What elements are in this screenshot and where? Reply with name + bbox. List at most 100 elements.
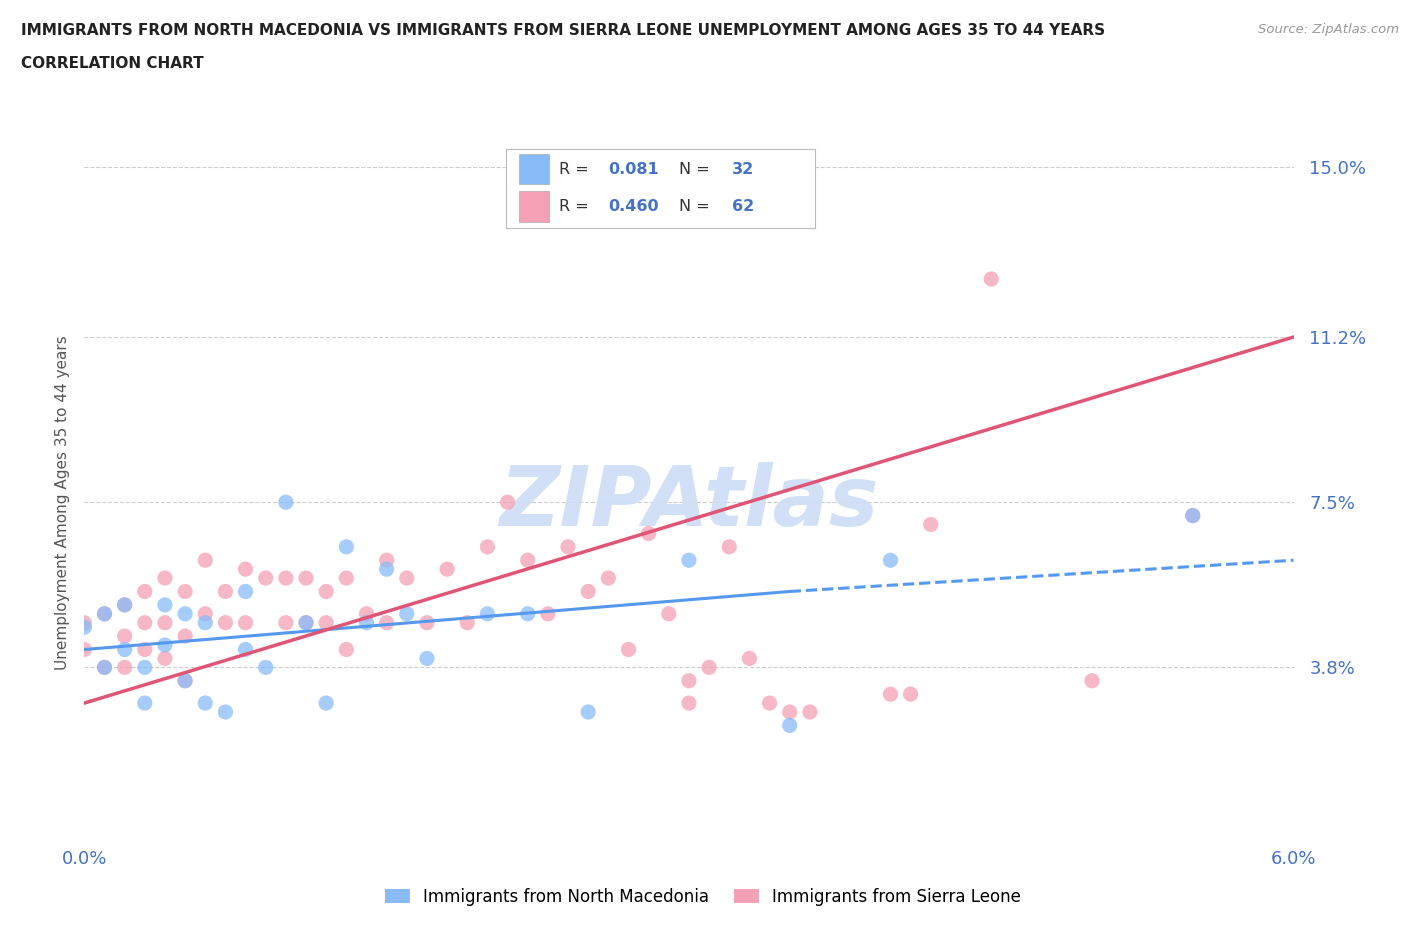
Point xyxy=(194,552,217,567)
Point xyxy=(879,552,901,567)
Point xyxy=(295,616,318,631)
Point xyxy=(576,705,599,720)
Point xyxy=(174,673,197,688)
Point xyxy=(315,616,337,631)
Text: R =: R = xyxy=(558,162,589,177)
Point xyxy=(114,642,136,657)
Point xyxy=(114,597,136,612)
Point xyxy=(254,660,277,675)
Point xyxy=(1181,508,1204,523)
Point xyxy=(93,606,115,621)
Point xyxy=(416,616,439,631)
Point xyxy=(477,606,499,621)
Point xyxy=(174,673,197,688)
Point xyxy=(194,606,217,621)
Point xyxy=(315,696,337,711)
Point xyxy=(335,539,357,554)
Text: 0.460: 0.460 xyxy=(609,199,659,214)
Point xyxy=(456,616,478,631)
Point xyxy=(315,584,337,599)
Point xyxy=(697,660,720,675)
Point xyxy=(214,705,236,720)
Point xyxy=(395,571,418,586)
Point xyxy=(194,696,217,711)
Point xyxy=(395,606,418,621)
Point xyxy=(153,638,176,653)
Point xyxy=(980,272,1002,286)
Point xyxy=(274,616,297,631)
Point xyxy=(617,642,640,657)
Point xyxy=(134,616,156,631)
Point xyxy=(174,629,197,644)
FancyBboxPatch shape xyxy=(519,192,550,221)
Point xyxy=(335,571,357,586)
Point xyxy=(598,571,620,586)
Point xyxy=(235,584,257,599)
Point xyxy=(375,552,398,567)
Text: CORRELATION CHART: CORRELATION CHART xyxy=(21,56,204,71)
Point xyxy=(235,616,257,631)
Point xyxy=(134,696,156,711)
Point xyxy=(678,696,700,711)
Point xyxy=(335,642,357,657)
Point xyxy=(375,562,398,577)
Text: 62: 62 xyxy=(733,199,754,214)
Point xyxy=(436,562,458,577)
Text: Source: ZipAtlas.com: Source: ZipAtlas.com xyxy=(1258,23,1399,36)
Point xyxy=(134,642,156,657)
Point xyxy=(799,705,821,720)
Y-axis label: Unemployment Among Ages 35 to 44 years: Unemployment Among Ages 35 to 44 years xyxy=(55,335,70,670)
Point xyxy=(114,597,136,612)
Point xyxy=(194,616,217,631)
Point xyxy=(214,616,236,631)
Point xyxy=(235,562,257,577)
Point xyxy=(114,660,136,675)
Point xyxy=(1181,508,1204,523)
Point xyxy=(274,495,297,510)
Point xyxy=(879,686,901,701)
Text: R =: R = xyxy=(558,199,589,214)
Point xyxy=(637,526,659,541)
Point xyxy=(153,616,176,631)
Point xyxy=(73,642,96,657)
Point xyxy=(416,651,439,666)
Point xyxy=(134,660,156,675)
Point xyxy=(1081,673,1104,688)
Text: N =: N = xyxy=(679,162,710,177)
Point xyxy=(356,616,378,631)
Text: ZIPAtlas: ZIPAtlas xyxy=(499,461,879,543)
Text: 32: 32 xyxy=(733,162,754,177)
Point xyxy=(738,651,761,666)
Point xyxy=(758,696,780,711)
Point xyxy=(496,495,519,510)
Point xyxy=(153,571,176,586)
Point xyxy=(295,571,318,586)
FancyBboxPatch shape xyxy=(519,154,550,184)
Point xyxy=(73,616,96,631)
Point xyxy=(93,606,115,621)
Text: 0.081: 0.081 xyxy=(609,162,659,177)
Point xyxy=(375,616,398,631)
Point xyxy=(658,606,681,621)
Point xyxy=(214,584,236,599)
Point xyxy=(254,571,277,586)
Point xyxy=(678,552,700,567)
Point xyxy=(93,660,115,675)
Point xyxy=(153,597,176,612)
Point xyxy=(576,584,599,599)
Point xyxy=(295,616,318,631)
Text: IMMIGRANTS FROM NORTH MACEDONIA VS IMMIGRANTS FROM SIERRA LEONE UNEMPLOYMENT AMO: IMMIGRANTS FROM NORTH MACEDONIA VS IMMIG… xyxy=(21,23,1105,38)
Point xyxy=(718,539,741,554)
Point xyxy=(900,686,922,701)
Point xyxy=(174,606,197,621)
Point xyxy=(114,629,136,644)
Point xyxy=(174,584,197,599)
Point xyxy=(134,584,156,599)
Legend: Immigrants from North Macedonia, Immigrants from Sierra Leone: Immigrants from North Macedonia, Immigra… xyxy=(378,881,1028,912)
Text: N =: N = xyxy=(679,199,710,214)
Point xyxy=(920,517,942,532)
Point xyxy=(93,660,115,675)
Point xyxy=(678,673,700,688)
Point xyxy=(235,642,257,657)
Point xyxy=(73,619,96,634)
